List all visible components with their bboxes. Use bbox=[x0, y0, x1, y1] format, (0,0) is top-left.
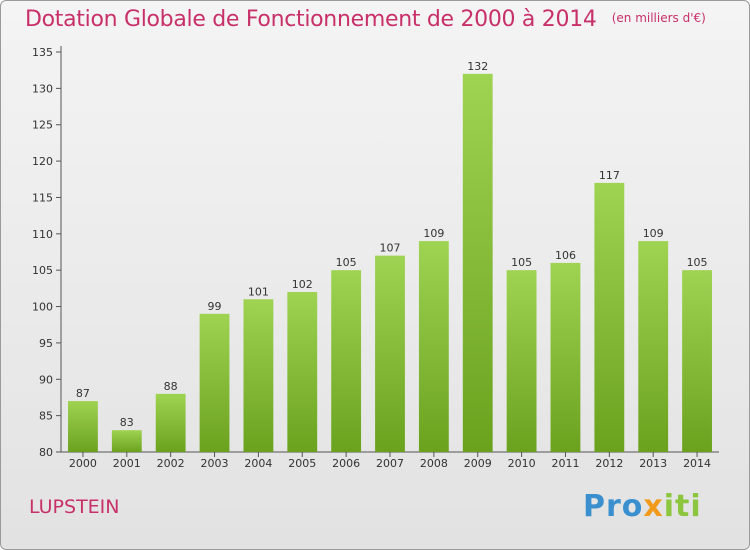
bar bbox=[287, 292, 318, 452]
data-label: 99 bbox=[208, 300, 222, 313]
data-label: 102 bbox=[292, 278, 313, 291]
bar bbox=[68, 401, 98, 452]
bar bbox=[682, 270, 712, 452]
data-label: 105 bbox=[336, 256, 357, 269]
data-label: 105 bbox=[511, 256, 532, 269]
x-tick-label: 2003 bbox=[201, 457, 229, 470]
y-tick-label: 80 bbox=[39, 446, 53, 459]
data-label: 105 bbox=[687, 256, 708, 269]
x-tick-label: 2013 bbox=[639, 457, 667, 470]
proxiti-logo: Proxiti bbox=[583, 489, 702, 524]
bar bbox=[550, 262, 581, 452]
logo-part: x bbox=[643, 489, 664, 524]
x-tick-label: 2010 bbox=[508, 457, 536, 470]
data-label: 101 bbox=[248, 285, 269, 298]
data-label: 107 bbox=[380, 242, 401, 255]
chart-title-row: Dotation Globale de Fonctionnement de 20… bbox=[25, 7, 706, 32]
chart-unit: (en milliers d'€) bbox=[611, 11, 706, 25]
x-tick-label: 2012 bbox=[595, 457, 623, 470]
logo-part: iti bbox=[663, 489, 702, 524]
chart-title: Dotation Globale de Fonctionnement de 20… bbox=[25, 7, 597, 32]
bar bbox=[111, 430, 142, 452]
bar bbox=[638, 241, 669, 452]
x-tick-label: 2007 bbox=[376, 457, 404, 470]
y-tick-label: 120 bbox=[32, 155, 53, 168]
x-tick-label: 2014 bbox=[683, 457, 711, 470]
data-label: 88 bbox=[164, 380, 178, 393]
data-label: 83 bbox=[120, 416, 134, 429]
y-tick-label: 115 bbox=[32, 191, 53, 204]
bar bbox=[331, 270, 362, 452]
y-tick-label: 130 bbox=[32, 82, 53, 95]
logo-part: Pro bbox=[583, 489, 644, 524]
data-label: 109 bbox=[643, 227, 664, 240]
bar bbox=[375, 255, 405, 452]
bar bbox=[199, 313, 230, 452]
bar bbox=[594, 182, 625, 452]
y-tick-label: 85 bbox=[39, 410, 53, 423]
y-tick-label: 110 bbox=[32, 228, 53, 241]
x-tick-label: 2008 bbox=[420, 457, 448, 470]
y-tick-label: 100 bbox=[32, 301, 53, 314]
x-tick-label: 2011 bbox=[551, 457, 579, 470]
bar bbox=[155, 393, 186, 452]
x-tick-label: 2002 bbox=[157, 457, 185, 470]
bar bbox=[243, 299, 274, 452]
bar bbox=[462, 73, 493, 453]
bar bbox=[506, 270, 537, 452]
data-label: 132 bbox=[467, 60, 488, 73]
x-tick-label: 2000 bbox=[69, 457, 97, 470]
y-tick-label: 125 bbox=[32, 119, 53, 132]
x-tick-label: 2005 bbox=[288, 457, 316, 470]
data-label: 117 bbox=[599, 169, 620, 182]
y-tick-label: 95 bbox=[39, 337, 53, 350]
y-tick-label: 90 bbox=[39, 373, 53, 386]
data-label: 106 bbox=[555, 249, 576, 262]
y-tick-label: 135 bbox=[32, 46, 53, 59]
x-tick-label: 2009 bbox=[464, 457, 492, 470]
bar bbox=[418, 241, 449, 452]
x-tick-label: 2004 bbox=[244, 457, 272, 470]
x-tick-label: 2006 bbox=[332, 457, 360, 470]
y-tick-label: 105 bbox=[32, 264, 53, 277]
x-tick-label: 2001 bbox=[113, 457, 141, 470]
location-name: LUPSTEIN bbox=[29, 496, 120, 518]
data-label: 87 bbox=[76, 387, 90, 400]
data-label: 109 bbox=[423, 227, 444, 240]
